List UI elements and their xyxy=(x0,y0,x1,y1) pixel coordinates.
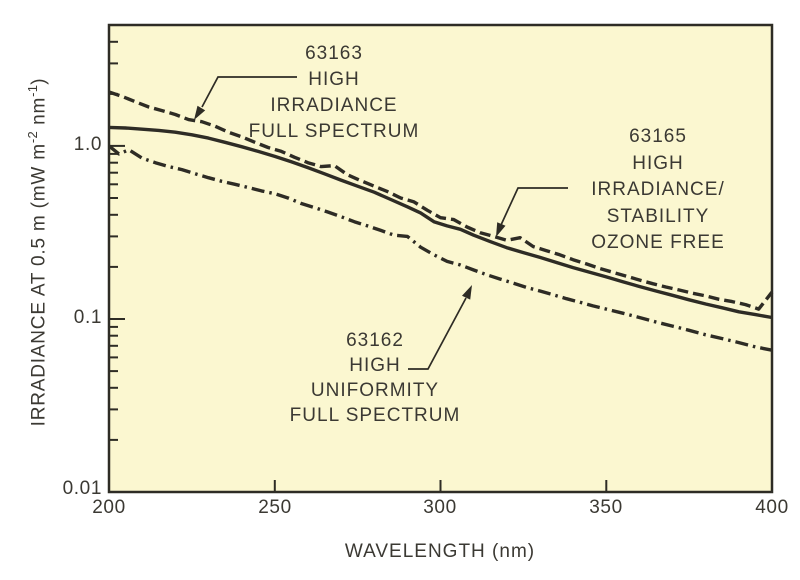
leader-line-63163 xyxy=(201,76,297,108)
annotation-63163: 63163 HIGH IRRADIANCE FULL SPECTRUM xyxy=(224,41,444,145)
x-axis-title: WAVELENGTH (nm) xyxy=(344,541,536,562)
annotation-63163-line: IRRADIANCE xyxy=(270,95,398,116)
annotation-63165-line: 63165 xyxy=(629,126,687,147)
plot-area-background xyxy=(109,25,772,492)
leader-arrowhead-63165 xyxy=(496,222,506,237)
x-tick-label-300: 300 xyxy=(423,497,457,518)
annotation-63165-line: STABILITY xyxy=(606,205,710,227)
annotation-63162-line: HIGH xyxy=(349,355,401,376)
annotation-63162-line: FULL SPECTRUM xyxy=(289,405,461,426)
y-axis-title-text: ) xyxy=(28,77,50,85)
curve-63162-dashdot xyxy=(107,144,773,352)
y-axis-title-text: IRRADIANCE AT 0.5 m (mW m xyxy=(28,143,50,427)
annotation-63162-line: UNIFORMITY xyxy=(310,380,440,401)
annotation-63162-line: 63162 xyxy=(346,330,404,351)
annotation-63163-line: FULL SPECTRUM xyxy=(248,121,420,142)
x-tick-label-400: 400 xyxy=(755,497,789,518)
annotation-63165-line: IRRADIANCE/ xyxy=(591,179,725,200)
annotation-63163-line: HIGH xyxy=(308,69,360,90)
leader-line-63162 xyxy=(408,297,467,370)
y-tick-label-0p01: 0.01 xyxy=(62,478,102,499)
annotation-63165-line: OZONE FREE xyxy=(591,232,725,253)
annotation-63165: 63165 HIGH IRRADIANCE/ STABILITY OZONE F… xyxy=(548,124,768,257)
plot-frame xyxy=(107,23,774,494)
curve-63163-dashed xyxy=(108,90,774,311)
leader-line-63165 xyxy=(500,187,568,226)
x-tick-label-250: 250 xyxy=(258,497,292,518)
annotation-63165-line: HIGH xyxy=(632,152,684,174)
y-tick-label-0p1: 0.1 xyxy=(73,307,102,328)
y-axis-title: IRRADIANCE AT 0.5 m (mW m-2 nm-1) xyxy=(25,32,51,472)
leader-arrowhead-63163 xyxy=(194,105,206,120)
y-axis-title-sup-1: -1 xyxy=(25,84,40,97)
y-axis-title-text: nm xyxy=(28,96,50,131)
x-tick-label-350: 350 xyxy=(589,497,623,518)
annotation-63163-line: 63163 xyxy=(305,43,363,64)
y-axis-title-sup-2: -2 xyxy=(25,131,40,144)
x-tick-label-200: 200 xyxy=(92,497,126,518)
annotation-63162: 63162 HIGH UNIFORMITY FULL SPECTRUM xyxy=(265,328,485,428)
curve-63165-solid xyxy=(108,125,773,320)
y-tick-label-1: 1.0 xyxy=(73,134,102,155)
leader-arrowhead-63162 xyxy=(462,285,472,300)
